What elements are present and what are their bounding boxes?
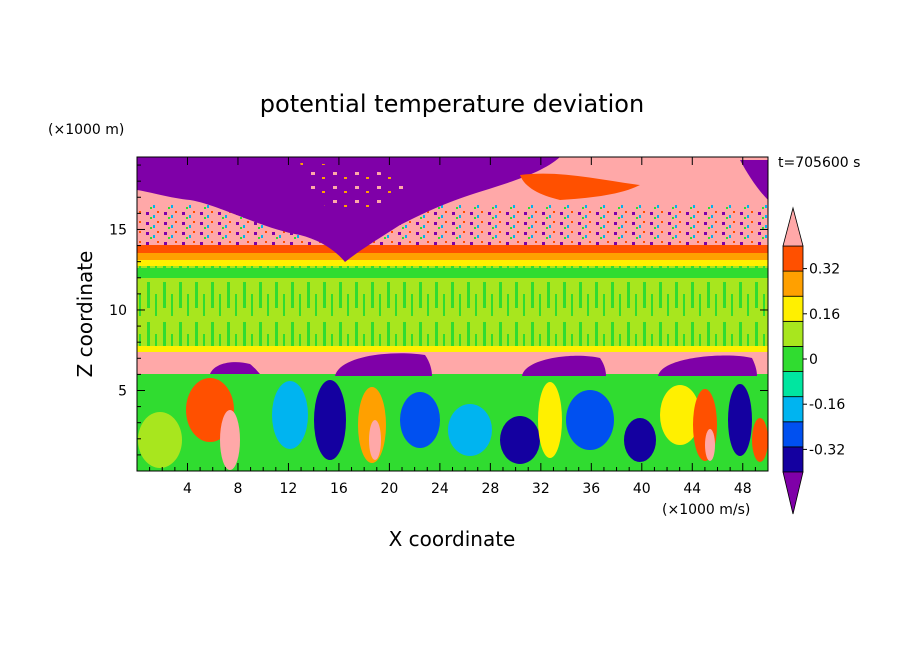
field-blob xyxy=(138,412,182,468)
field-mid-top-band xyxy=(137,268,768,278)
y-unit-label: (×1000 m) xyxy=(48,122,124,138)
colorbar-label: -0.16 xyxy=(809,397,845,413)
field-mid-layer xyxy=(137,266,768,350)
colorbar-top-arrow xyxy=(782,206,804,247)
time-label: t=705600 s xyxy=(778,155,860,171)
field-dome xyxy=(522,355,606,376)
colorbar: 0.32 0.16 0 -0.16 -0.32 xyxy=(782,206,845,515)
heatmap-field xyxy=(137,157,768,471)
field-inversion-band xyxy=(137,352,768,374)
field-dome xyxy=(210,362,260,374)
x-tick-label: 40 xyxy=(633,481,651,497)
x-tick-label: 16 xyxy=(330,481,348,497)
field-blob xyxy=(566,390,614,450)
x-tick-label: 12 xyxy=(280,481,298,497)
colorbar-swatch xyxy=(782,396,804,423)
field-dome xyxy=(658,355,757,376)
x-tick-label: 24 xyxy=(431,481,449,497)
field-upper-purple-patch xyxy=(300,162,420,214)
field-red-band xyxy=(137,245,768,253)
x-tick-label: 36 xyxy=(582,481,600,497)
colorbar-label: -0.32 xyxy=(809,442,845,458)
field-blob xyxy=(500,416,540,464)
field-blob xyxy=(705,429,715,461)
y-tick-label: 10 xyxy=(109,303,127,319)
x-tick-label: 4 xyxy=(183,481,192,497)
colorbar-swatch xyxy=(782,245,804,272)
field-blob xyxy=(400,392,440,448)
chart-title: potential temperature deviation xyxy=(260,90,644,118)
x-unit-label: (×1000 m/s) xyxy=(662,502,750,518)
colorbar-swatch xyxy=(782,446,804,473)
x-tick-label: 8 xyxy=(233,481,242,497)
field-blob xyxy=(624,418,656,462)
field-blob xyxy=(728,384,752,456)
field-blob xyxy=(538,382,562,458)
y-tick-label: 15 xyxy=(109,222,127,238)
colorbar-bottom-arrow xyxy=(782,471,804,515)
field-blob xyxy=(272,381,308,449)
colorbar-swatch xyxy=(782,346,804,372)
colorbar-label: 0 xyxy=(809,352,818,368)
y-axis-label: Z coordinate xyxy=(73,251,97,378)
field-blob xyxy=(314,380,346,460)
field-upper-right-mottle xyxy=(520,173,640,200)
x-axis-label: X coordinate xyxy=(389,527,516,551)
colorbar-swatch xyxy=(782,295,804,322)
x-tick-label: 28 xyxy=(481,481,499,497)
colorbar-swatch xyxy=(782,371,804,398)
colorbar-swatch xyxy=(782,270,804,297)
colorbar-label: 0.16 xyxy=(809,307,840,323)
colorbar-swatch xyxy=(782,421,804,448)
field-dome xyxy=(335,353,432,376)
colorbar-swatch xyxy=(782,320,804,347)
field-upper-right-purple xyxy=(740,160,768,200)
field-yellow-lower-band xyxy=(137,346,768,352)
field-blob xyxy=(660,385,700,445)
field-blob xyxy=(369,420,381,460)
x-tick-label: 44 xyxy=(683,481,701,497)
x-tick-label: 48 xyxy=(734,481,752,497)
field-yellow-band xyxy=(137,260,768,266)
field-blob xyxy=(448,404,492,456)
x-tick-label: 20 xyxy=(380,481,398,497)
field-blob xyxy=(752,418,768,462)
field-orange-band xyxy=(137,253,768,260)
y-tick-label: 5 xyxy=(118,383,127,399)
colorbar-label: 0.32 xyxy=(809,262,840,278)
x-tick-label: 32 xyxy=(532,481,550,497)
field-blob xyxy=(220,410,240,470)
